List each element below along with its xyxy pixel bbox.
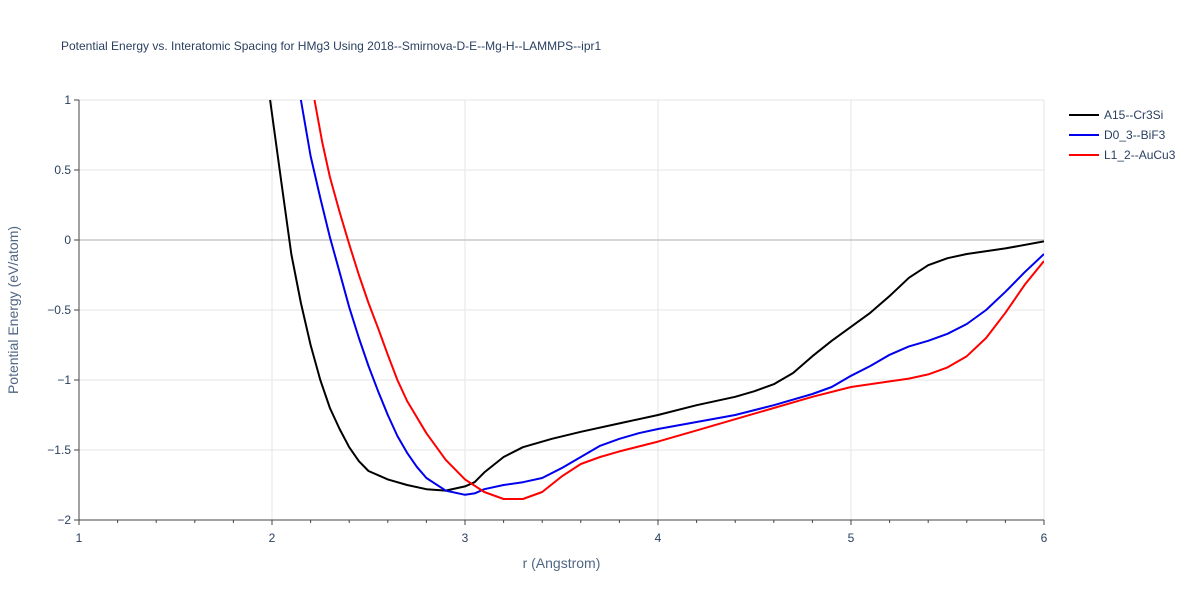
axes: [74, 99, 1045, 525]
x-tick-label: 6: [1041, 531, 1048, 545]
y-tick-labels: 1 0.5 0 −0.5 −1 −1.5 −2: [47, 93, 71, 527]
x-tick-label: 2: [269, 531, 276, 545]
grid-lines: [79, 99, 1045, 520]
y-tick-label: 0.5: [54, 163, 71, 177]
y-tick-label: −2: [57, 513, 71, 527]
x-tick-labels: 1 2 3 4 5 6: [76, 531, 1048, 545]
legend-item[interactable]: D0_3--BiF3: [1069, 128, 1166, 142]
series-lines: [269, 99, 1044, 500]
x-tick-label: 1: [76, 531, 83, 545]
legend-item[interactable]: L1_2--AuCu3: [1069, 148, 1176, 162]
y-axis-title: Potential Energy (eV/atom): [5, 226, 21, 394]
y-tick-label: 1: [64, 93, 71, 107]
series-line-3: [313, 99, 1044, 500]
legend-label: D0_3--BiF3: [1104, 128, 1166, 142]
legend-label: L1_2--AuCu3: [1104, 148, 1176, 162]
y-tick-label: 0: [64, 233, 71, 247]
legend[interactable]: A15--Cr3Si D0_3--BiF3 L1_2--AuCu3: [1069, 108, 1176, 162]
legend-item[interactable]: A15--Cr3Si: [1069, 108, 1163, 122]
x-axis-title: r (Angstrom): [523, 555, 601, 571]
y-tick-label: −1: [57, 373, 71, 387]
y-tick-label: −0.5: [47, 303, 71, 317]
legend-label: A15--Cr3Si: [1104, 108, 1163, 122]
x-tick-label: 4: [655, 531, 662, 545]
y-tick-label: −1.5: [47, 443, 71, 457]
x-tick-label: 3: [462, 531, 469, 545]
series-line-2: [299, 99, 1044, 496]
chart-title: Potential Energy vs. Interatomic Spacing…: [61, 39, 601, 53]
x-tick-label: 5: [848, 531, 855, 545]
series-line-1: [269, 99, 1044, 492]
